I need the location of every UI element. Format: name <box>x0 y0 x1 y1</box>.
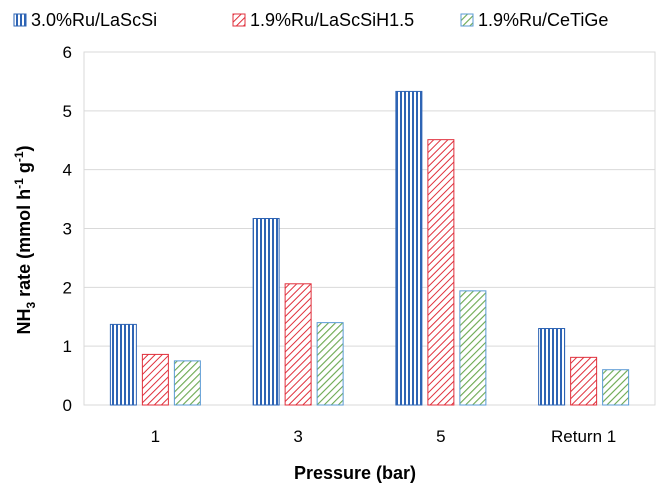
bar <box>395 90 423 406</box>
y-axis-ticks: 0 1 2 3 4 5 6 <box>63 43 72 415</box>
y-tick-label: 4 <box>63 161 72 180</box>
x-tick-label: Return 1 <box>551 427 616 446</box>
y-tick-label: 0 <box>63 396 72 415</box>
legend-swatch <box>13 13 27 27</box>
y-tick-label: 1 <box>63 337 72 356</box>
bars <box>109 90 630 406</box>
y-axis-title-sub: 3 <box>24 302 38 309</box>
legend: 3.0%Ru/LaScSi 1.9%Ru/LaScSiH1.5 1.9%Ru/CeT… <box>13 10 608 30</box>
y-axis-title-sup1: -1 <box>12 178 26 189</box>
gridlines <box>84 51 655 406</box>
y-axis-title-prefix: NH <box>14 309 34 335</box>
legend-label: 1.9%Ru/LaScSiH1.5 <box>250 10 414 30</box>
y-tick-label: 3 <box>63 220 72 239</box>
x-axis-ticks: 1 3 5 Return 1 <box>151 427 617 446</box>
bar <box>570 356 598 406</box>
y-axis-title-suffix: ) <box>14 145 34 151</box>
bar <box>252 217 280 406</box>
x-tick-label: 3 <box>293 427 302 446</box>
y-axis-title-space: g <box>14 162 34 178</box>
legend-label: 3.0%Ru/LaScSi <box>31 10 157 30</box>
y-axis-title-middle: rate (mmol h <box>14 189 34 302</box>
y-axis-title: NH3 rate (mmol h-1 g-1) <box>12 145 38 334</box>
y-tick-label: 2 <box>63 278 72 297</box>
bar <box>173 360 201 406</box>
bar <box>284 283 312 406</box>
bar <box>316 322 344 406</box>
bar <box>459 290 487 406</box>
bar <box>427 139 455 406</box>
plot-border <box>83 51 656 406</box>
legend-swatch <box>460 13 474 27</box>
bar <box>538 328 566 406</box>
x-axis-title: Pressure (bar) <box>294 463 416 483</box>
plot-area-frame <box>83 51 656 406</box>
bar <box>109 323 137 406</box>
y-axis-title-sup2: -1 <box>12 151 26 162</box>
x-tick-label: 5 <box>436 427 445 446</box>
y-tick-label: 6 <box>63 43 72 62</box>
bar <box>141 353 169 406</box>
legend-label: 1.9%Ru/CeTiGe <box>478 10 608 30</box>
x-tick-label: 1 <box>151 427 160 446</box>
y-tick-label: 5 <box>63 102 72 121</box>
legend-swatch <box>232 13 246 27</box>
bar <box>602 369 630 406</box>
